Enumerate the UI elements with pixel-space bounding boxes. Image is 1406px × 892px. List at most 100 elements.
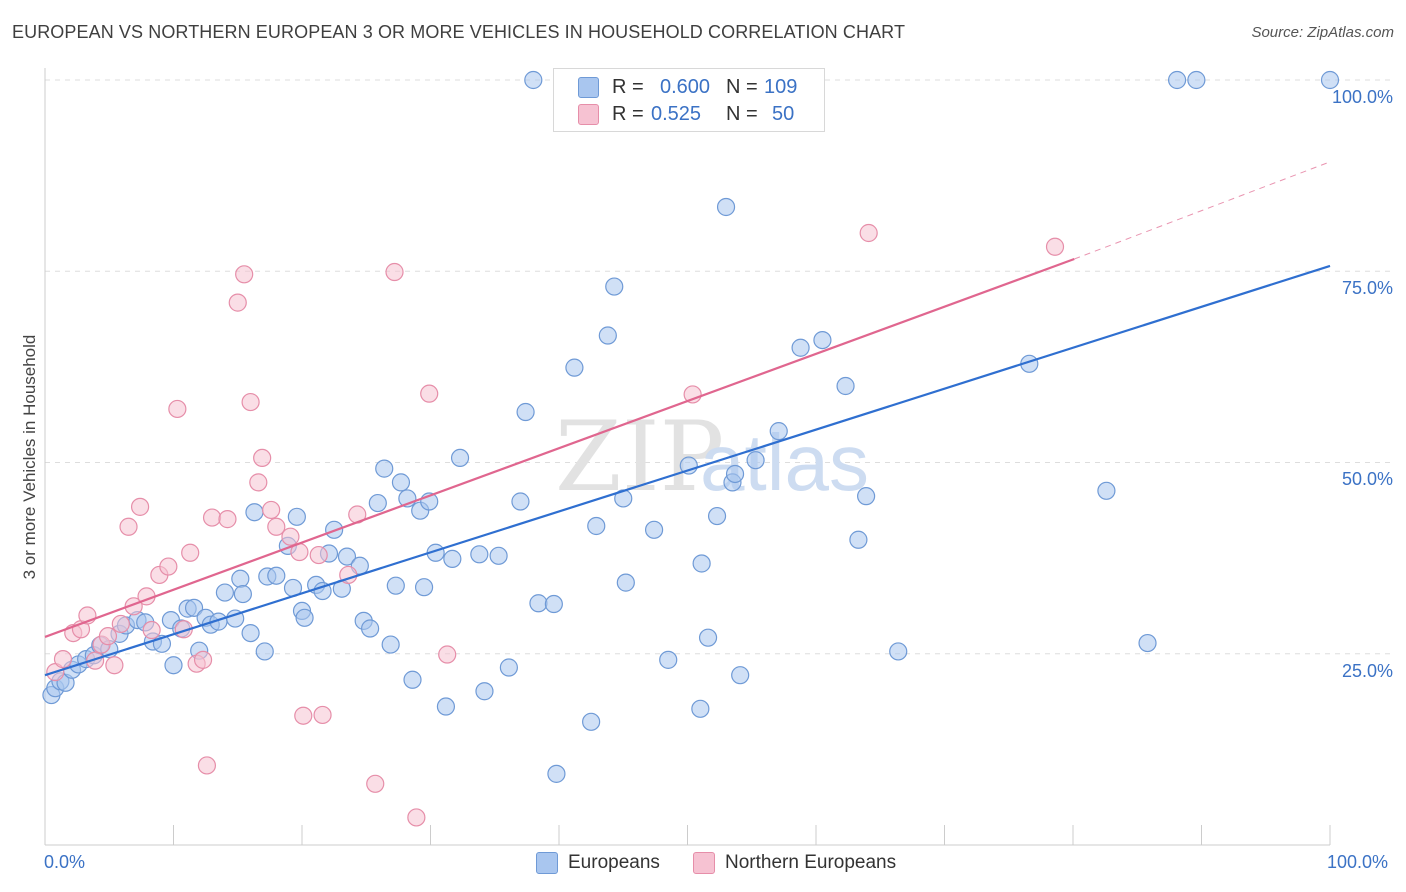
legend-r-label: R = [612, 103, 644, 125]
europeans-point [836, 376, 855, 396]
northern-europeans-point [168, 399, 187, 419]
northern-europeans-point [197, 756, 217, 775]
y-tick-50: 50.0% [1341, 469, 1393, 489]
europeans-point [313, 581, 332, 601]
watermark: ZIP atlas [555, 401, 869, 513]
europeans-point [1167, 70, 1187, 90]
europeans-point [386, 576, 405, 595]
europeans-point [616, 573, 635, 592]
northern-europeans-point [235, 265, 254, 284]
europeans-point [337, 547, 357, 566]
europeans-point [231, 569, 250, 588]
northern-europeans-point [366, 774, 385, 793]
northern-europeans-point [407, 808, 426, 827]
legend-n-label: N = [726, 103, 758, 125]
europeans-point [516, 402, 535, 422]
europeans-point [287, 507, 306, 526]
europeans-point [524, 70, 543, 90]
northern-europeans-point [309, 545, 328, 565]
northern-europeans-point [142, 620, 161, 640]
europeans-point [184, 598, 204, 617]
northern-europeans-point [130, 497, 150, 516]
stats-legend: R = 0.600 N = 109 R = 0.525 N = 50 [553, 68, 825, 132]
legend-n-value: 109 [764, 76, 798, 98]
northern-europeans-point [202, 508, 222, 527]
legend-r-label: R = [612, 76, 644, 98]
europeans-point [215, 583, 234, 602]
europeans-point [582, 712, 601, 731]
northern-europeans-point [859, 223, 878, 243]
europeans-point [391, 473, 411, 492]
northern-europeans-point [420, 384, 439, 403]
northern-europeans-point [262, 500, 281, 520]
gridlines [45, 79, 1390, 655]
x-tick-right: 100.0% [1327, 852, 1389, 872]
europeans-point [691, 699, 710, 718]
europeans-point [725, 464, 745, 484]
europeans-point [1187, 70, 1206, 90]
northern-europeans-point [53, 650, 73, 669]
legend-label-europeans: Europeans [568, 852, 660, 873]
europeans-point [267, 566, 286, 585]
europeans-trend-line [44, 264, 1331, 677]
europeans-point [499, 658, 518, 677]
northern-europeans-point [241, 392, 260, 412]
northern-europeans-point [159, 557, 178, 576]
europeans-point [605, 277, 624, 296]
source-credit: Source: ZipAtlas.com [1251, 24, 1394, 41]
legend-swatch-northern-europeans [693, 852, 715, 874]
europeans-point [381, 635, 400, 654]
europeans-point [361, 619, 380, 638]
northern-europeans-point [281, 527, 300, 546]
legend-r-value: 0.525 [651, 103, 702, 125]
europeans-point [716, 197, 736, 217]
axes [44, 68, 1331, 846]
europeans-point [241, 623, 260, 643]
northern-europeans-point [385, 262, 404, 282]
europeans-point [511, 492, 530, 511]
northern-europeans-point [1045, 237, 1065, 256]
europeans-point [1138, 633, 1157, 653]
europeans-point [1320, 70, 1340, 90]
europeans-point [889, 642, 908, 661]
y-tick-25: 25.0% [1341, 661, 1393, 681]
europeans-point [547, 764, 566, 783]
northern-europeans-point [98, 627, 118, 646]
europeans-point [414, 578, 434, 597]
europeans-point [529, 594, 548, 613]
legend-n-label: N = [726, 76, 758, 98]
europeans-point [450, 448, 470, 468]
chart-title: EUROPEAN VS NORTHERN EUROPEAN 3 OR MORE … [12, 22, 906, 42]
northern-europeans-trend-line [44, 257, 1075, 638]
europeans-point [849, 530, 868, 549]
europeans-point [707, 506, 727, 526]
northern-europeans-point [181, 543, 200, 562]
northern-europeans-point [86, 651, 105, 670]
northern-europeans-point [228, 293, 247, 312]
northern-europeans-point [249, 473, 268, 492]
europeans-point [443, 549, 462, 568]
europeans-point [565, 358, 584, 377]
europeans-point [692, 554, 711, 573]
europeans-point [164, 656, 183, 675]
europeans-point [255, 642, 274, 661]
europeans-point [598, 326, 617, 345]
europeans-points [42, 70, 1340, 783]
northern-europeans-point [438, 645, 457, 664]
europeans-point [375, 459, 394, 478]
europeans-point [368, 493, 387, 513]
europeans-point [813, 331, 832, 350]
northern-europeans-point [193, 650, 213, 669]
europeans-point [587, 516, 606, 536]
europeans-point [475, 682, 494, 701]
northern-europeans-point [111, 614, 130, 634]
europeans-point [746, 451, 765, 470]
northern-europeans-point [105, 656, 124, 675]
europeans-point [731, 666, 750, 685]
europeans-point [544, 594, 563, 614]
europeans-point [489, 546, 508, 565]
legend-swatch-pink [578, 104, 599, 125]
europeans-point [769, 422, 788, 441]
europeans-point [698, 628, 718, 647]
